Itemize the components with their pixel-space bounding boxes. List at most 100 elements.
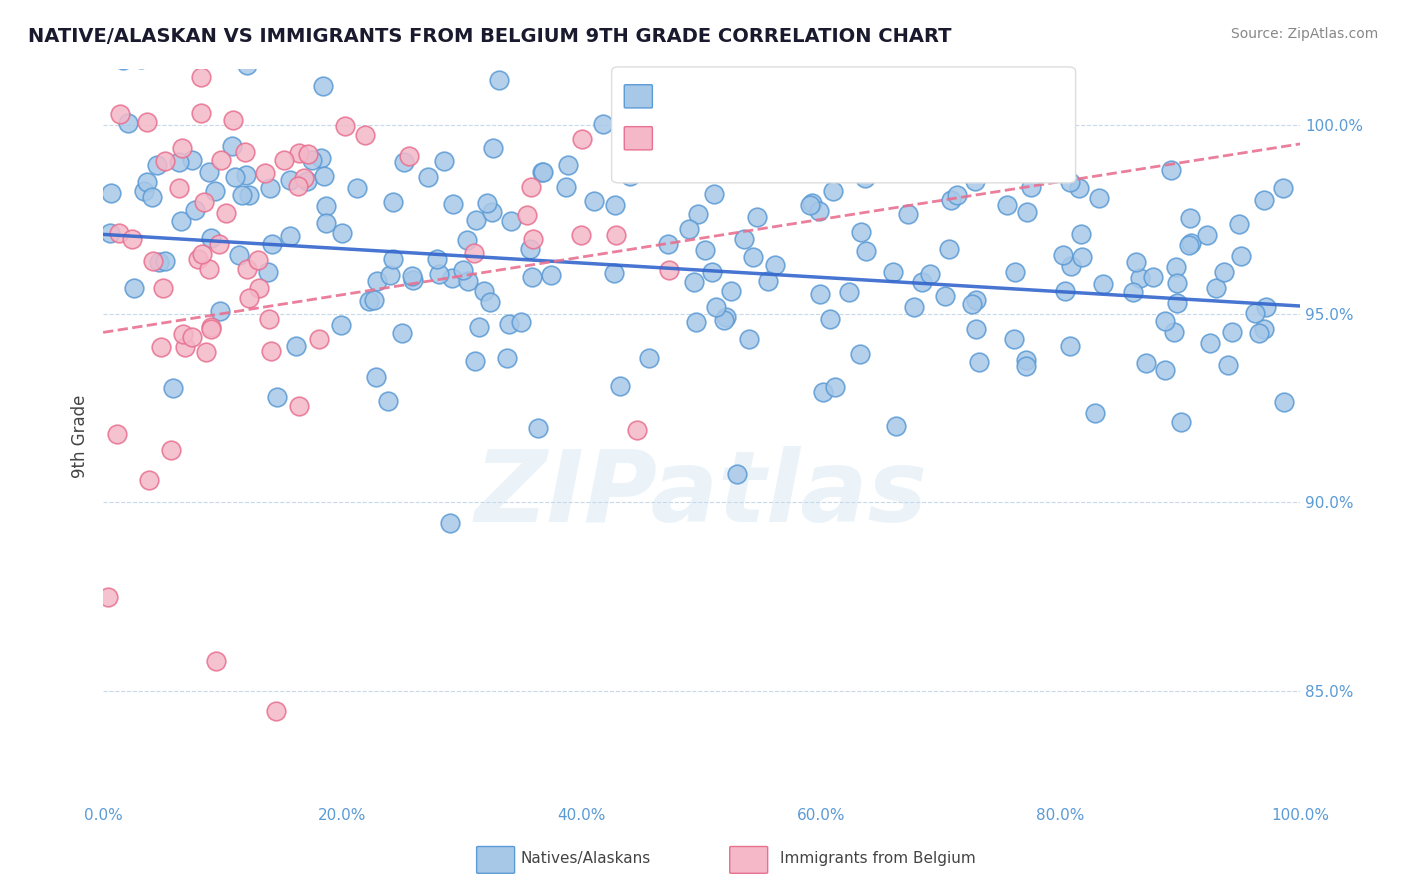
Point [364,370,387,384]
Point [592,117,614,131]
Point [478,294,501,309]
Point [609,379,631,393]
Point [468,320,491,334]
Point [117,116,139,130]
Point [193,195,215,210]
Point [1178,237,1201,252]
Point [247,252,270,267]
Point [456,233,478,247]
Point [146,158,169,172]
Point [451,263,474,277]
Point [439,516,461,530]
Point [1091,277,1114,292]
Point [335,120,357,134]
Point [519,243,541,257]
Point [1032,154,1054,169]
Point [1166,276,1188,290]
Point [1195,228,1218,243]
Point [105,426,128,441]
Point [1053,284,1076,298]
Point [664,124,686,138]
Point [1216,358,1239,372]
Point [354,128,377,142]
Point [465,213,488,227]
Point [134,184,156,198]
Text: ZIPatlas: ZIPatlas [475,446,928,543]
Point [107,227,129,241]
Point [273,153,295,168]
Point [472,284,495,298]
Point [527,421,550,435]
Point [851,153,873,167]
Point [1227,217,1250,231]
Point [522,232,544,246]
Point [266,390,288,404]
Point [1135,356,1157,370]
Point [153,253,176,268]
Point [1220,325,1243,339]
Point [1084,406,1107,420]
Point [215,206,238,220]
Point [703,187,725,202]
Point [1244,306,1267,320]
Text: Natives/Alaskans: Natives/Alaskans [520,851,651,865]
Point [292,171,315,186]
Point [394,154,416,169]
Point [1088,191,1111,205]
Point [678,222,700,236]
Point [737,332,759,346]
Point [747,211,769,225]
Point [162,381,184,395]
Point [510,315,533,329]
Point [378,268,401,282]
Point [571,228,593,243]
Point [530,165,553,179]
Point [170,141,193,155]
Point [441,196,464,211]
Point [236,261,259,276]
Point [811,385,834,400]
Point [235,168,257,182]
Point [108,106,131,120]
Point [707,47,730,62]
Point [221,113,243,128]
Point [231,187,253,202]
Point [391,326,413,340]
Point [1180,235,1202,250]
Point [235,58,257,72]
Point [733,232,755,246]
Point [965,293,987,308]
Point [366,274,388,288]
Point [1059,175,1081,189]
Point [522,270,544,285]
Point [960,297,983,311]
Point [152,281,174,295]
Point [195,344,218,359]
Point [198,165,221,179]
Point [799,197,821,211]
Point [498,318,520,332]
Point [184,203,207,218]
Point [416,169,439,184]
Point [911,276,934,290]
Point [920,267,942,281]
Point [285,339,308,353]
Point [801,195,824,210]
Point [174,341,197,355]
Point [288,146,311,161]
Point [198,261,221,276]
Point [238,188,260,202]
Point [346,181,368,195]
Point [1163,325,1185,339]
Point [851,130,873,145]
Point [488,73,510,87]
Text: R =  0.074   N =  65: R = 0.074 N = 65 [661,129,860,147]
Point [540,268,562,282]
Point [967,355,990,369]
Point [278,173,301,187]
Point [440,270,463,285]
Point [463,246,485,260]
Point [381,195,404,210]
Point [1253,193,1275,207]
Text: NATIVE/ALASKAN VS IMMIGRANTS FROM BELGIUM 9TH GRADE CORRELATION CHART: NATIVE/ALASKAN VS IMMIGRANTS FROM BELGIU… [28,27,952,45]
